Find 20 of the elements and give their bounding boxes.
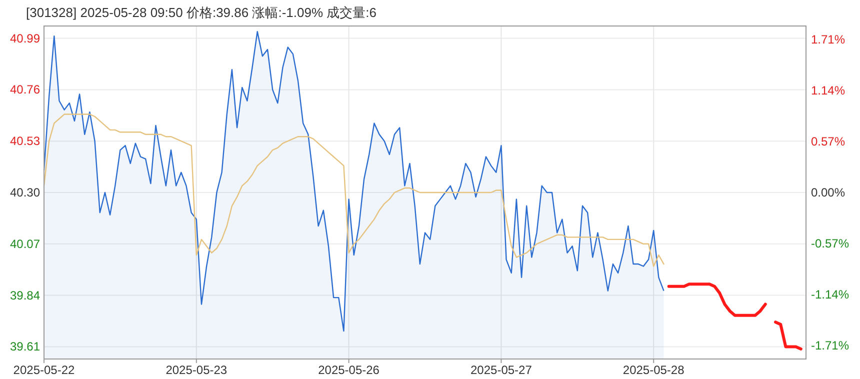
x-tick-label: 2025-05-28 — [622, 363, 685, 377]
y2-tick-label: -1.71% — [811, 338, 850, 353]
y2-tick-label: 1.14% — [811, 83, 846, 98]
x-tick-label: 2025-05-23 — [166, 363, 228, 377]
y2-tick-label: -0.57% — [811, 236, 850, 251]
y2-tick-label: 0.57% — [811, 134, 846, 148]
x-tick-label: 2025-05-27 — [470, 363, 532, 377]
y-tick-label: 40.53 — [10, 134, 40, 148]
x-tick-label: 2025-05-22 — [13, 363, 76, 377]
y-tick-label: 40.99 — [10, 31, 40, 46]
y-tick-label: 39.61 — [10, 340, 40, 354]
chart-title: [301328] 2025-05-28 09:50 价格:39.86 涨幅:-1.09% 成交量:6 — [26, 5, 376, 20]
y-tick-label: 40.30 — [10, 186, 40, 200]
y-tick-label: 40.76 — [10, 82, 40, 97]
y2-tick-label: -1.14% — [811, 288, 850, 302]
y2-tick-label: 1.71% — [811, 32, 846, 46]
y-tick-label: 40.07 — [10, 236, 40, 251]
y2-tick-label: 0.00% — [811, 186, 846, 200]
x-tick-label: 2025-05-26 — [318, 363, 380, 377]
y-tick-label: 39.84 — [10, 288, 40, 302]
